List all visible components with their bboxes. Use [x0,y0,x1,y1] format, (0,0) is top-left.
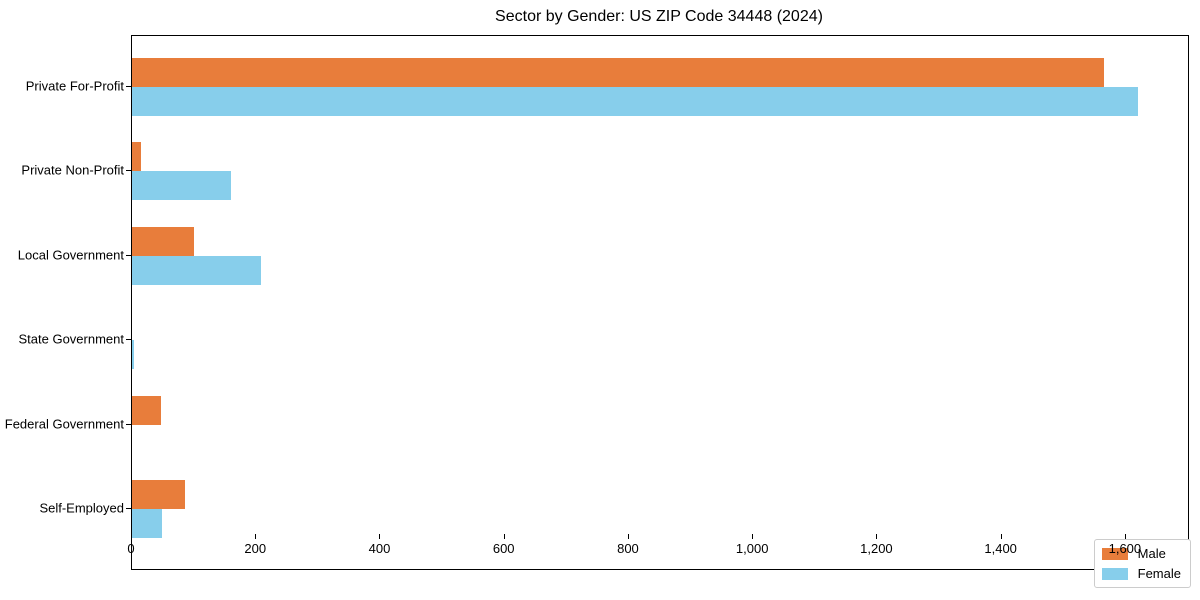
x-tick-label-1400: 1,400 [984,541,1017,556]
x-tick-mark [752,534,754,539]
x-tick-mark [1124,534,1126,539]
x-tick-label-800: 800 [617,541,639,556]
bar-male-private-non-profit [132,142,142,172]
legend-entry-male: Male [1101,546,1181,561]
y-tick-mark [126,508,131,509]
bar-female-state-government [132,340,135,370]
legend-label-male: Male [1137,546,1166,561]
x-tick-label-400: 400 [368,541,391,556]
x-tick-label-1600: 1,600 [1108,541,1142,556]
y-tick-label-private-non-profit: Private Non-Profit [21,162,124,178]
bar-female-private-non-profit [132,171,232,201]
x-tick-label-0: 0 [127,541,135,556]
chart-title: Sector by Gender: US ZIP Code 34448 (202… [495,8,823,25]
legend-label-female: Female [1137,566,1181,581]
x-tick-mark [876,534,878,539]
bar-male-local-government [132,226,195,256]
x-tick-mark [627,534,629,539]
x-tick-label-200: 200 [244,541,267,556]
y-tick-mark [126,170,131,172]
legend-swatch-female [1101,567,1128,580]
y-tick-label-state-government: State Government [18,331,125,347]
bar-female-local-government [132,255,261,285]
bar-male-private-for-profit [132,58,1105,87]
legend: Male Female [1093,539,1191,588]
y-tick-mark [126,86,131,87]
x-tick-mark [503,534,505,539]
legend-swatch-male [1101,547,1128,560]
plot-area [131,35,1189,570]
bar-female-private-for-profit [132,87,1139,116]
y-tick-mark [126,423,131,425]
y-tick-label-private-for-profit: Private For-Profit [25,78,124,94]
y-tick-label-federal-government: Federal Government [4,416,124,432]
bar-female-self-employed [132,509,162,538]
x-tick-label-1000: 1,000 [735,541,769,556]
y-tick-mark [126,254,131,256]
x-tick-mark [1000,534,1002,539]
x-tick-mark [379,534,381,539]
y-tick-label-local-government: Local Government [17,247,124,263]
bar-male-federal-government [132,395,161,425]
y-tick-mark [126,339,131,341]
bar-male-self-employed [132,480,186,509]
y-tick-label-self-employed: Self-Employed [39,500,124,516]
x-tick-label-600: 600 [492,541,515,556]
x-tick-mark [131,534,132,539]
x-tick-label-1200: 1,200 [860,541,893,556]
x-tick-mark [255,534,257,539]
legend-entry-female: Female [1101,566,1181,581]
